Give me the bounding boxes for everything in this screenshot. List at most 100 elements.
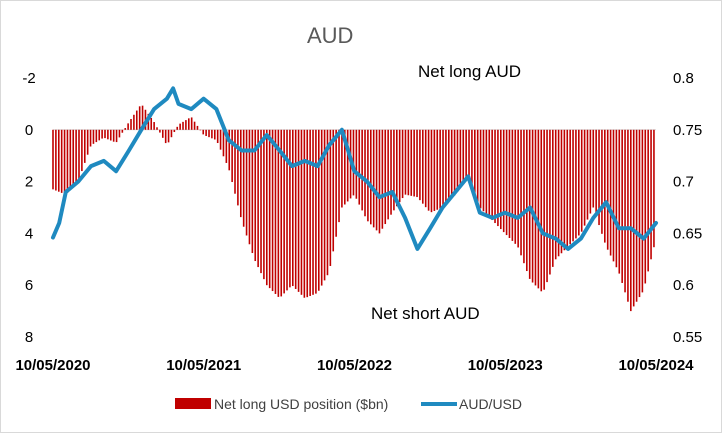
bar xyxy=(578,129,580,236)
bar xyxy=(523,129,525,264)
bar xyxy=(52,129,54,190)
bar xyxy=(346,129,349,202)
bar xyxy=(609,129,612,256)
bar xyxy=(107,129,109,140)
bar xyxy=(326,129,329,276)
bar xyxy=(479,129,482,209)
right-tick-label: 0.55 xyxy=(673,329,702,346)
legend-label-bars: Net long USD position ($bn) xyxy=(214,396,388,412)
bar xyxy=(606,129,609,250)
bar xyxy=(450,129,453,199)
bar xyxy=(263,129,265,280)
bar xyxy=(127,123,129,130)
bar xyxy=(575,129,577,239)
bar xyxy=(549,129,551,275)
bar xyxy=(427,129,430,211)
bar xyxy=(344,129,346,205)
bar xyxy=(586,129,589,220)
bar xyxy=(404,129,407,195)
bar xyxy=(621,129,623,283)
bar xyxy=(546,129,548,283)
right-tick-label: 0.6 xyxy=(673,277,694,294)
bar xyxy=(150,117,153,130)
bar xyxy=(453,129,456,196)
bar xyxy=(156,127,158,130)
bar xyxy=(271,129,274,292)
bar xyxy=(199,129,202,131)
bar xyxy=(604,129,606,243)
bar xyxy=(55,129,57,191)
bar xyxy=(384,129,387,225)
bar xyxy=(265,129,268,286)
bar xyxy=(66,129,69,193)
bar xyxy=(300,129,303,295)
bar xyxy=(254,129,257,262)
bar xyxy=(57,129,60,192)
bar xyxy=(283,129,285,294)
bar xyxy=(482,129,485,212)
bar xyxy=(237,129,239,206)
bar xyxy=(268,129,271,289)
bar xyxy=(164,129,167,144)
bar xyxy=(104,129,106,139)
annotation-net-long: Net long AUD xyxy=(418,62,521,81)
bar xyxy=(161,129,164,138)
bar xyxy=(468,129,470,179)
bar xyxy=(465,129,467,180)
bar xyxy=(572,129,574,242)
bar xyxy=(569,129,571,245)
bar xyxy=(187,118,190,130)
bar xyxy=(211,129,213,139)
bar xyxy=(329,129,332,266)
bar xyxy=(260,129,262,274)
bar xyxy=(647,129,649,272)
bar xyxy=(511,129,514,241)
bar xyxy=(78,129,80,180)
bar xyxy=(245,129,248,236)
bar xyxy=(176,126,179,130)
bar xyxy=(595,129,597,217)
bar xyxy=(115,129,118,143)
bar xyxy=(396,129,398,207)
bar xyxy=(439,129,441,209)
bar xyxy=(580,129,583,232)
bar xyxy=(315,129,317,294)
bar xyxy=(121,129,124,133)
bar xyxy=(653,129,655,248)
bar xyxy=(69,129,72,190)
bar xyxy=(488,129,491,218)
bar xyxy=(225,129,228,163)
bar xyxy=(173,129,176,133)
bar xyxy=(60,129,63,193)
bar xyxy=(474,129,476,195)
bar xyxy=(627,129,629,302)
bar xyxy=(517,129,519,248)
bar xyxy=(370,129,372,225)
bar xyxy=(601,129,603,234)
bar xyxy=(410,129,413,196)
bar xyxy=(193,121,196,130)
bar xyxy=(531,129,534,283)
bar xyxy=(153,122,155,130)
bar xyxy=(520,129,522,256)
bar xyxy=(124,128,127,130)
bar xyxy=(416,129,418,198)
bar xyxy=(624,129,626,293)
bar xyxy=(167,129,170,143)
x-tick-label: 10/05/2020 xyxy=(15,357,90,374)
bar xyxy=(393,129,395,211)
bar xyxy=(381,129,384,229)
bar xyxy=(387,129,389,220)
bar xyxy=(401,129,404,199)
bar xyxy=(638,129,641,298)
bar xyxy=(526,129,528,272)
bar xyxy=(462,129,465,184)
bar xyxy=(234,129,236,194)
bar xyxy=(361,129,363,211)
bar xyxy=(598,129,600,226)
bar xyxy=(318,129,320,291)
bar xyxy=(133,114,135,130)
bar xyxy=(413,129,415,197)
bar xyxy=(101,129,103,139)
bar xyxy=(95,129,98,143)
